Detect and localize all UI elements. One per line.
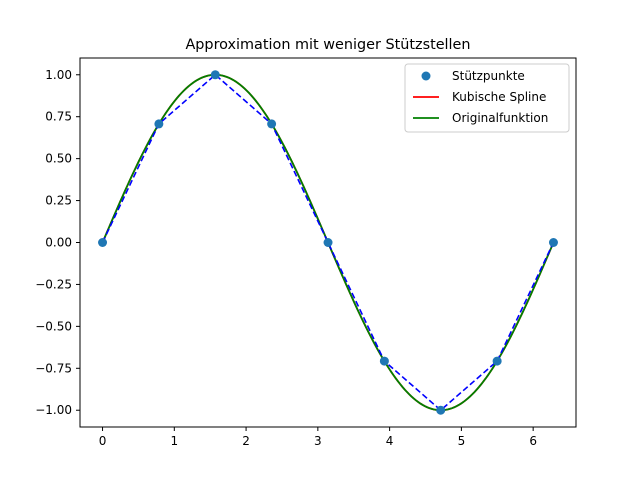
y-tick-label: −0.75: [35, 361, 72, 375]
data-point-marker: [210, 70, 220, 80]
y-tick-label: −0.50: [35, 319, 72, 333]
data-point-marker: [323, 238, 333, 247]
y-tick-label: −0.25: [35, 277, 72, 291]
legend-label: Kubische Spline: [452, 90, 546, 104]
legend-label: Originalfunktion: [452, 111, 548, 125]
y-tick-label: 0.50: [45, 152, 72, 166]
y-tick-label: 0.25: [45, 194, 72, 208]
data-point-marker: [436, 405, 446, 415]
y-tick-label: 0.00: [45, 236, 72, 250]
y-tick-label: −1.00: [35, 403, 72, 417]
x-tick-label: 1: [170, 434, 178, 448]
legend-label: Stützpunkte: [452, 69, 525, 83]
data-point-marker: [492, 356, 502, 366]
data-point-marker: [548, 238, 558, 247]
x-tick-label: 0: [99, 434, 107, 448]
chart-title: Approximation mit weniger Stützstellen: [185, 37, 470, 53]
data-point-marker: [267, 119, 277, 129]
data-point-marker: [98, 238, 108, 247]
axes: 0 1 2 3 4 5 6 −1.00 −0.75 −0.50 −0.25 0.00 0.25 0.50 0…: [35, 57, 577, 448]
y-tick-label: 0.75: [45, 110, 72, 124]
x-tick-label: 3: [314, 434, 322, 448]
x-tick-label: 6: [529, 434, 537, 448]
legend-marker: [421, 71, 431, 81]
x-tick-label: 2: [242, 434, 250, 448]
data-point-marker: [154, 119, 164, 129]
x-tick-label: 5: [458, 434, 466, 448]
linear-interpolation-line: [101, 73, 555, 412]
x-tick-label: 4: [386, 434, 394, 448]
plot-area: [98, 70, 558, 415]
legend: Stützpunkte Kubische Spline Originalfunkti…: [404, 63, 570, 133]
y-tick-label: 1.00: [45, 68, 72, 82]
data-point-marker: [379, 356, 389, 366]
legend-box: [404, 63, 570, 133]
